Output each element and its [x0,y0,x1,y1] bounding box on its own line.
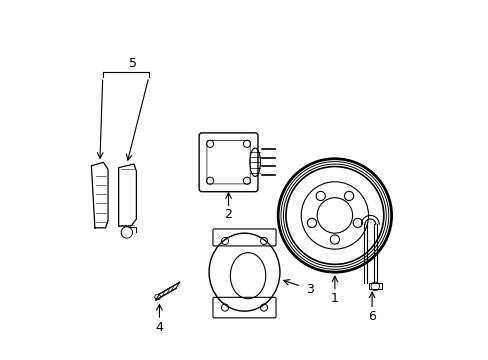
Text: 6: 6 [367,310,375,323]
Text: 3: 3 [305,283,313,296]
Text: 1: 1 [330,292,338,305]
Text: 5: 5 [128,57,137,69]
Bar [368,283,381,289]
Text: 4: 4 [155,321,163,334]
Text: 2: 2 [224,208,232,221]
